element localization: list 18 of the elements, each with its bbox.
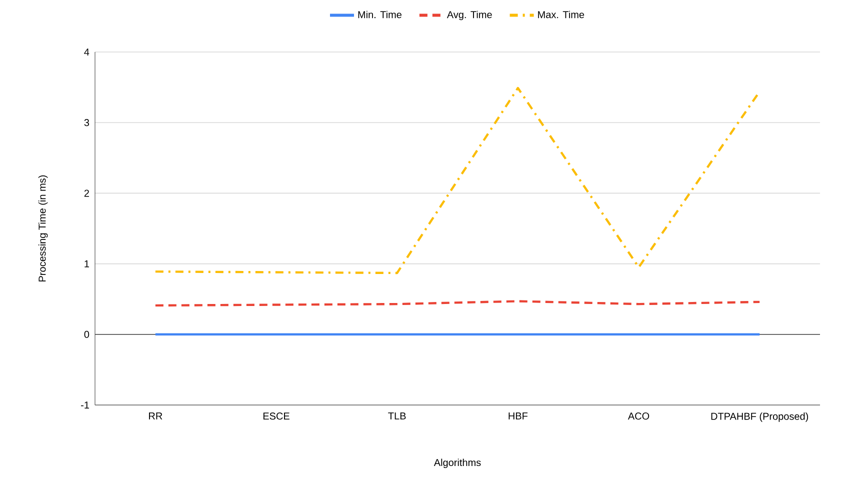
x-tick-label: TLB bbox=[388, 412, 406, 420]
x-tick-label: ACO bbox=[628, 412, 650, 420]
y-tick-label: 3 bbox=[84, 119, 90, 126]
x-tick-label: RR bbox=[149, 412, 162, 420]
x-tick-label: DTPAHBF (Proposed) bbox=[711, 412, 808, 422]
legend-label: Min. Time bbox=[358, 10, 402, 18]
y-axis-title: Processing Time (in ms) bbox=[38, 175, 48, 282]
x-tick-label: ESCE bbox=[263, 412, 290, 420]
y-tick-label: -1 bbox=[81, 402, 89, 408]
legend-label: Max. Time bbox=[538, 10, 584, 18]
line-series bbox=[154, 86, 761, 274]
y-tick-label: 2 bbox=[84, 190, 89, 197]
legend-label: Avg. Time bbox=[446, 10, 492, 20]
y-tick-label: 0 bbox=[84, 330, 90, 338]
x-tick-label: HBF bbox=[508, 412, 528, 420]
y-tick-label: 4 bbox=[84, 48, 90, 56]
y-tick-label: 1 bbox=[84, 260, 89, 268]
x-axis-title: Algorithms bbox=[434, 458, 481, 468]
